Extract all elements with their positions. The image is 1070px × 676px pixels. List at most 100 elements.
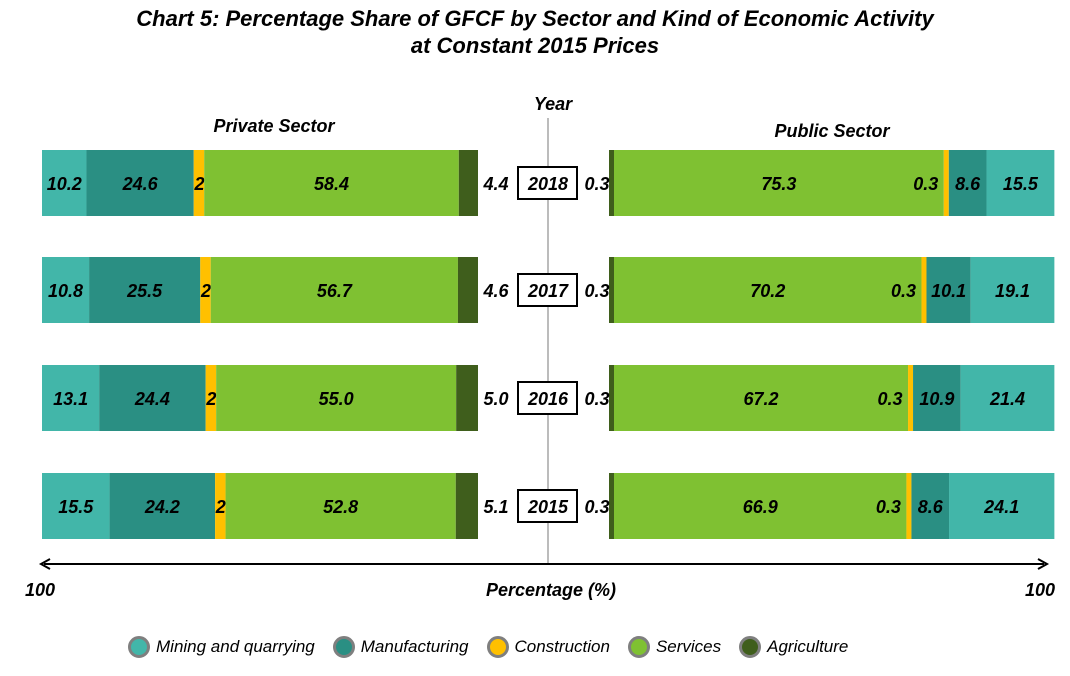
legend-swatch-icon bbox=[627, 636, 650, 658]
bar-public-2016-agriculture bbox=[609, 365, 614, 431]
data-label-private-2016-services: 55.0 bbox=[319, 389, 354, 409]
year-label-2016: 2016 bbox=[527, 389, 569, 409]
x-axis-left-arrow-icon bbox=[38, 558, 51, 570]
x-axis-label: Percentage (%) bbox=[486, 580, 616, 600]
data-label-public-2017-agriculture: 0.3 bbox=[584, 281, 609, 301]
bar-private-2017-manufacturing bbox=[89, 257, 201, 323]
data-label-private-2016-manufacturing: 24.4 bbox=[134, 389, 170, 409]
year-label-2018: 2018 bbox=[527, 174, 568, 194]
bar-public-2018-agriculture bbox=[609, 150, 614, 216]
bar-private-2016-agriculture bbox=[456, 365, 478, 431]
data-label-public-2016-agriculture: 0.3 bbox=[584, 389, 609, 409]
legend-label: Manufacturing bbox=[360, 637, 469, 656]
data-label-public-2017-construction: 0.3 bbox=[891, 281, 916, 301]
data-label-public-2016-mining-and-quarrying: 21.4 bbox=[989, 389, 1025, 409]
bar-public-2017-mining-and-quarrying bbox=[970, 257, 1055, 323]
data-label-public-2018-mining-and-quarrying: 15.5 bbox=[1003, 174, 1039, 194]
bar-public-2016-mining-and-quarrying bbox=[960, 365, 1055, 431]
x-tick-left-100: 100 bbox=[25, 580, 55, 600]
data-label-private-2018-manufacturing: 24.6 bbox=[122, 174, 159, 194]
legend-label: Mining and quarrying bbox=[156, 637, 315, 656]
bars-group: 10.224.62.458.44.420180.375.30.38.615.51… bbox=[42, 150, 1055, 539]
bar-private-2017-agriculture bbox=[457, 257, 478, 323]
legend-item-agriculture: Agriculture bbox=[739, 636, 848, 658]
bar-public-2018-construction bbox=[943, 150, 949, 216]
chart-title: Chart 5: Percentage Share of GFCF by Sec… bbox=[136, 6, 934, 31]
data-label-private-2018-agriculture: 4.4 bbox=[482, 174, 508, 194]
legend-item-services: Services bbox=[627, 636, 722, 658]
data-label-public-2018-manufacturing: 8.6 bbox=[955, 174, 981, 194]
bar-public-2017-construction bbox=[921, 257, 927, 323]
year-axis-label: Year bbox=[534, 94, 573, 114]
bar-public-2015-mining-and-quarrying bbox=[949, 473, 1055, 539]
data-label-private-2015-mining-and-quarrying: 15.5 bbox=[58, 497, 94, 517]
data-label-private-2017-manufacturing: 25.5 bbox=[126, 281, 163, 301]
data-label-private-2017-agriculture: 4.6 bbox=[482, 281, 509, 301]
bar-public-2015-manufacturing bbox=[911, 473, 950, 539]
data-label-public-2017-mining-and-quarrying: 19.1 bbox=[995, 281, 1030, 301]
year-box-2017 bbox=[517, 273, 578, 307]
data-label-private-2018-services: 58.4 bbox=[314, 174, 349, 194]
legend-item-construction: Construction bbox=[486, 636, 610, 658]
data-label-public-2018-services: 75.3 bbox=[761, 174, 796, 194]
data-label-private-2015-agriculture: 5.1 bbox=[483, 497, 508, 517]
year-box-2018 bbox=[517, 166, 578, 200]
bar-private-2015-mining-and-quarrying bbox=[42, 473, 110, 539]
bar-private-2016-manufacturing bbox=[99, 365, 206, 431]
legend-swatch-icon bbox=[739, 636, 762, 658]
x-axis-right-arrow-icon bbox=[1037, 558, 1050, 570]
data-label-private-2016-agriculture: 5.0 bbox=[483, 389, 508, 409]
year-label-2015: 2015 bbox=[527, 497, 569, 517]
bar-public-2015-construction bbox=[906, 473, 912, 539]
bar-public-2017-agriculture bbox=[609, 257, 614, 323]
data-label-private-2015-services: 52.8 bbox=[323, 497, 358, 517]
bar-public-2018-services bbox=[614, 150, 944, 216]
year-box-2016 bbox=[517, 381, 578, 415]
bar-public-2018-mining-and-quarrying bbox=[986, 150, 1055, 216]
legend: Mining and quarrying Manufacturing Const… bbox=[128, 636, 866, 658]
legend-label: Construction bbox=[514, 637, 610, 656]
bar-private-2017-mining-and-quarrying bbox=[42, 257, 90, 323]
bar-private-2015-manufacturing bbox=[109, 473, 216, 539]
bar-private-2017-services bbox=[210, 257, 458, 323]
year-label-2017: 2017 bbox=[527, 281, 569, 301]
legend-swatch-icon bbox=[332, 636, 355, 658]
bar-private-2015-construction bbox=[215, 473, 226, 539]
bar-public-2017-services bbox=[614, 257, 922, 323]
legend-label: Services bbox=[655, 637, 722, 656]
year-box-2015 bbox=[517, 489, 578, 523]
bar-private-2018-construction bbox=[193, 150, 205, 216]
bar-public-2018-manufacturing bbox=[948, 150, 987, 216]
data-label-public-2015-mining-and-quarrying: 24.1 bbox=[983, 497, 1019, 517]
data-label-private-2015-manufacturing: 24.2 bbox=[144, 497, 180, 517]
bar-private-2018-agriculture bbox=[458, 150, 478, 216]
bar-private-2017-construction bbox=[200, 257, 211, 323]
bar-public-2017-manufacturing bbox=[926, 257, 971, 323]
data-label-private-2016-mining-and-quarrying: 13.1 bbox=[53, 389, 88, 409]
legend-swatch-icon bbox=[486, 636, 509, 658]
bar-private-2018-services bbox=[204, 150, 459, 216]
bar-private-2018-manufacturing bbox=[86, 150, 194, 216]
data-label-public-2018-agriculture: 0.3 bbox=[584, 174, 609, 194]
data-label-public-2016-construction: 0.3 bbox=[878, 389, 903, 409]
data-label-private-2018-mining-and-quarrying: 10.2 bbox=[47, 174, 82, 194]
public-sector-label: Public Sector bbox=[774, 121, 890, 141]
private-sector-label: Private Sector bbox=[213, 116, 335, 136]
data-label-public-2015-manufacturing: 8.6 bbox=[918, 497, 944, 517]
data-label-private-2017-mining-and-quarrying: 10.8 bbox=[48, 281, 83, 301]
bar-public-2016-manufacturing bbox=[913, 365, 961, 431]
bar-private-2015-agriculture bbox=[455, 473, 478, 539]
data-label-public-2015-services: 66.9 bbox=[743, 497, 778, 517]
legend-item-mining: Mining and quarrying bbox=[128, 636, 315, 658]
chart-subtitle: at Constant 2015 Prices bbox=[410, 33, 660, 58]
bar-private-2015-services bbox=[225, 473, 456, 539]
bar-private-2016-mining-and-quarrying bbox=[42, 365, 100, 431]
data-label-public-2017-services: 70.2 bbox=[750, 281, 785, 301]
legend-label: Agriculture bbox=[767, 637, 849, 656]
bar-private-2018-mining-and-quarrying bbox=[42, 150, 87, 216]
data-label-public-2017-manufacturing: 10.1 bbox=[931, 281, 966, 301]
bar-public-2016-services bbox=[614, 365, 909, 431]
legend-swatch-icon bbox=[128, 636, 150, 658]
data-label-private-2017-services: 56.7 bbox=[317, 281, 353, 301]
